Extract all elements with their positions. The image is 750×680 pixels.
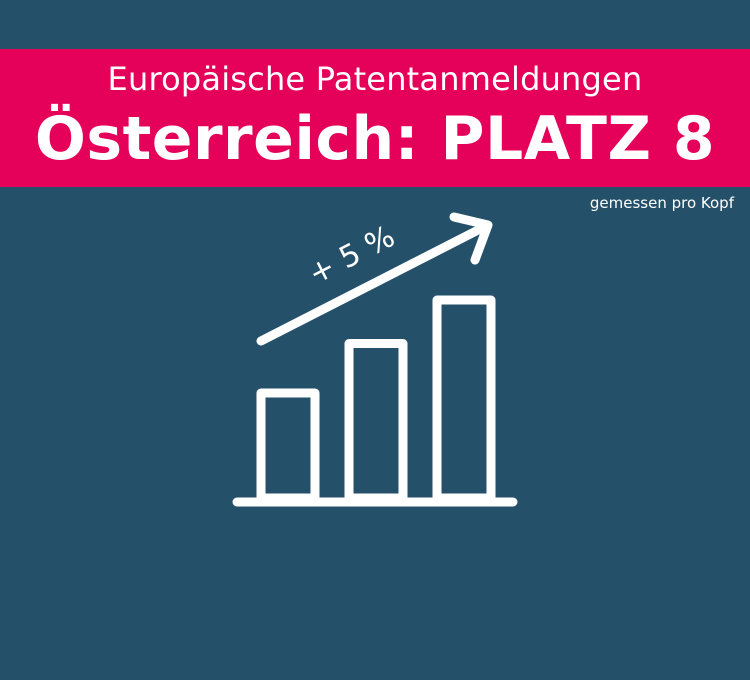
bar-group bbox=[261, 300, 491, 498]
icon-bar-3 bbox=[437, 300, 491, 498]
icon-bar-1 bbox=[261, 393, 315, 498]
icon-bar-2 bbox=[349, 344, 403, 498]
